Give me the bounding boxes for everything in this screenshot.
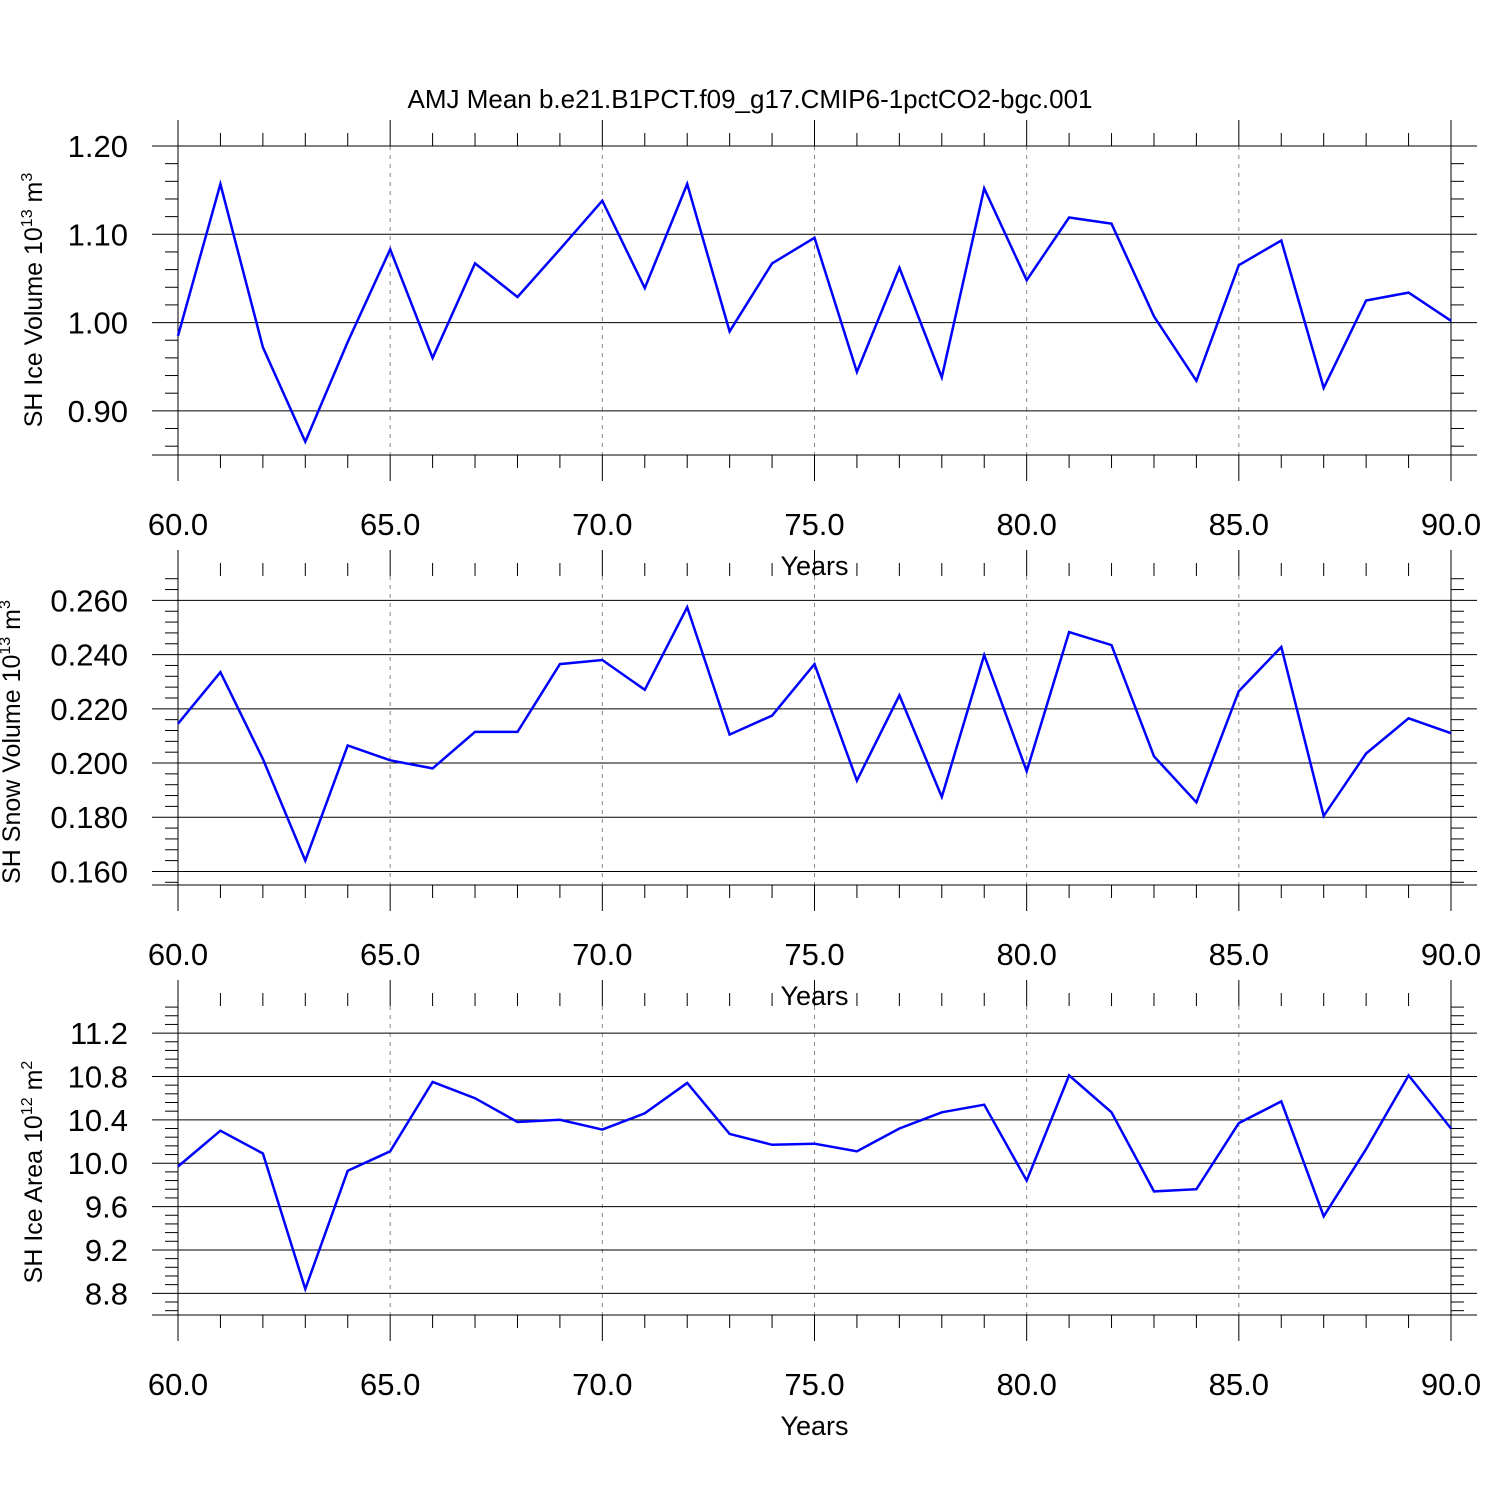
- y-tick-label: 11.2: [70, 1016, 128, 1051]
- y-axis-label: SH Snow Volume 1013 m3: [0, 600, 26, 884]
- y-tick-label: 8.8: [85, 1276, 128, 1311]
- y-tick-label: 0.180: [50, 800, 128, 835]
- x-tick-label: 85.0: [1209, 507, 1269, 542]
- x-tick-label: 90.0: [1421, 507, 1481, 542]
- x-tick-label: 75.0: [784, 507, 844, 542]
- y-tick-label: 0.220: [50, 692, 128, 727]
- y-tick-label: 1.20: [68, 129, 128, 164]
- y-axis-label: SH Ice Volume 1013 m3: [19, 173, 48, 428]
- series-line: [177, 1073, 1452, 1293]
- x-tick-label: 75.0: [784, 1367, 844, 1402]
- y-tick-label: 10.8: [68, 1059, 128, 1094]
- x-tick-label: 75.0: [784, 937, 844, 972]
- y-tick-label: 9.2: [85, 1233, 128, 1268]
- y-tick-label: 10.4: [68, 1103, 128, 1138]
- x-tick-label: 85.0: [1209, 937, 1269, 972]
- y-tick-label: 0.240: [50, 638, 128, 673]
- y-tick-label: 0.200: [50, 746, 128, 781]
- x-tick-label: 70.0: [572, 1367, 632, 1402]
- x-tick-label: 65.0: [360, 507, 420, 542]
- x-tick-label: 65.0: [360, 1367, 420, 1402]
- chart-title: AMJ Mean b.e21.B1PCT.f09_g17.CMIP6-1pctC…: [407, 84, 1093, 114]
- x-tick-label: 60.0: [148, 507, 208, 542]
- x-tick-label: 90.0: [1421, 937, 1481, 972]
- y-tick-label: 0.260: [50, 583, 128, 618]
- panel-ice-volume: 0.90 1.00 1.10 1.20 60.0 65.0 70.0 75.0 80.0 85.0…: [19, 120, 1481, 581]
- x-tick-label: 70.0: [572, 937, 632, 972]
- y-tick-label: 10.0: [68, 1146, 128, 1181]
- y-tick-label: 1.10: [68, 217, 128, 252]
- x-axis-label: Years: [780, 1411, 848, 1441]
- y-tick-label: 1.00: [68, 306, 128, 341]
- x-tick-label: 85.0: [1209, 1367, 1269, 1402]
- x-tick-label: 80.0: [996, 937, 1056, 972]
- x-tick-label: 65.0: [360, 937, 420, 972]
- x-tick-label: 60.0: [148, 1367, 208, 1402]
- series-line: [177, 603, 1452, 865]
- y-tick-label: 9.6: [85, 1190, 128, 1225]
- y-tick-label: 0.90: [68, 394, 128, 429]
- x-tick-label: 80.0: [996, 507, 1056, 542]
- x-tick-label: 90.0: [1421, 1367, 1481, 1402]
- y-axis-label: SH Ice Area 1012 m2: [19, 1061, 48, 1284]
- x-tick-label: 70.0: [572, 507, 632, 542]
- x-tick-label: 60.0: [148, 937, 208, 972]
- panel-snow-volume: 0.160 0.180 0.200 0.220 0.240 0.260 60.0 65.0 70…: [0, 550, 1481, 1011]
- series-line: [176, 179, 1452, 445]
- y-tick-label: 0.160: [50, 854, 128, 889]
- panel-ice-area: 8.8 9.2 9.6 10.0 10.4 10.8 11.2 60.0 65.0 70.0 75.…: [19, 980, 1481, 1441]
- x-tick-label: 80.0: [996, 1367, 1056, 1402]
